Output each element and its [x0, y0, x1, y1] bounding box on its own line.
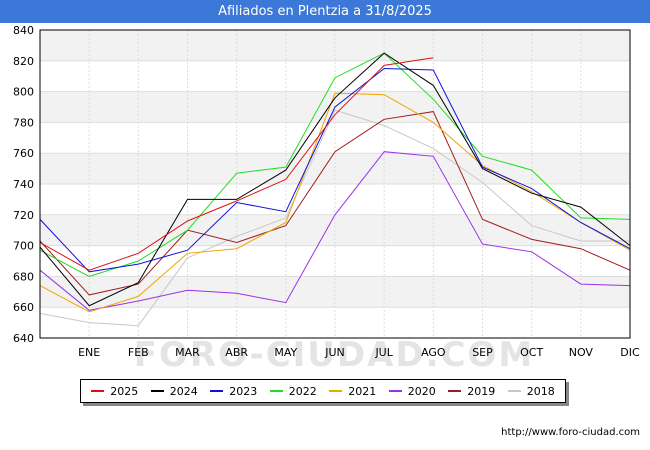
x-tick-label: ENE — [78, 346, 100, 359]
series-line-2025 — [39, 57, 434, 271]
legend-label-2024: 2024 — [169, 384, 198, 398]
legend: 2025 2024 2023 2022 2021 2020 2019 2018 — [80, 379, 566, 403]
y-tick-label: 800 — [13, 86, 34, 99]
legend-label-2019: 2019 — [467, 384, 496, 398]
legend-item-2022: 2022 — [269, 384, 317, 398]
chart-title: Afiliados en Plentzia a 31/8/2025 — [0, 0, 650, 23]
x-tick-label: OCT — [520, 346, 543, 359]
x-tick-label: SEP — [472, 346, 493, 359]
y-tick-label: 700 — [13, 240, 34, 253]
legend-item-2023: 2023 — [210, 385, 257, 398]
x-tick-label: AGO — [421, 346, 446, 359]
legend-swatch-2020 — [388, 390, 402, 392]
x-tick-label: JUL — [374, 346, 393, 359]
series-line-2024 — [39, 52, 631, 307]
legend-label-2022: 2022 — [288, 384, 317, 398]
series-line-2020 — [39, 151, 631, 311]
legend-item-2018: 2018 — [507, 384, 555, 398]
series-line-2019 — [39, 111, 631, 296]
legend-label-2021: 2021 — [348, 384, 377, 398]
plot-frame — [39, 29, 631, 339]
legend-swatch-2021 — [329, 390, 343, 392]
series-line-2022 — [39, 52, 631, 277]
y-tick-label: 740 — [13, 178, 34, 191]
series-line-2021 — [39, 92, 631, 313]
legend-item-2024: 2024 — [150, 384, 198, 398]
y-tick-label: 760 — [13, 147, 34, 160]
series-line-2023 — [39, 67, 631, 273]
credit-text: http://www.foro-ciudad.com — [501, 427, 640, 438]
legend-swatch-2025 — [91, 390, 105, 392]
y-tick-label: 780 — [13, 116, 34, 129]
legend-item-2019: 2019 — [448, 385, 495, 398]
legend-label-2018: 2018 — [526, 384, 555, 398]
x-tick-label: MAR — [175, 346, 200, 359]
watermark: FORO-CIUDAD.COM — [134, 335, 535, 375]
x-tick-label: ABR — [225, 346, 248, 359]
y-tick-label: 660 — [13, 301, 34, 314]
legend-swatch-2019 — [448, 390, 462, 392]
y-tick-label: 640 — [13, 332, 34, 345]
legend-label-2023: 2023 — [229, 384, 258, 398]
x-tick-label: JUN — [324, 346, 345, 359]
y-tick-label: 820 — [13, 55, 34, 68]
legend-label-2020: 2020 — [407, 384, 436, 398]
y-tick-label: 720 — [13, 209, 34, 222]
x-tick-label: MAY — [274, 346, 297, 359]
x-tick-label: NOV — [569, 346, 594, 359]
series-line-2018 — [39, 109, 630, 327]
legend-item-2020: 2020 — [388, 384, 436, 398]
y-tick-label: 680 — [13, 270, 34, 283]
legend-swatch-2022 — [269, 390, 283, 392]
legend-label-2025: 2025 — [110, 384, 139, 398]
y-tick-label: 840 — [13, 24, 34, 37]
x-tick-label: FEB — [128, 346, 149, 359]
legend-item-2021: 2021 — [329, 385, 376, 398]
legend-swatch-2023 — [210, 390, 224, 392]
legend-swatch-2018 — [507, 390, 521, 392]
legend-item-2025: 2025 — [91, 385, 138, 398]
legend-swatch-2024 — [150, 390, 164, 392]
x-tick-label: DIC — [620, 346, 640, 359]
